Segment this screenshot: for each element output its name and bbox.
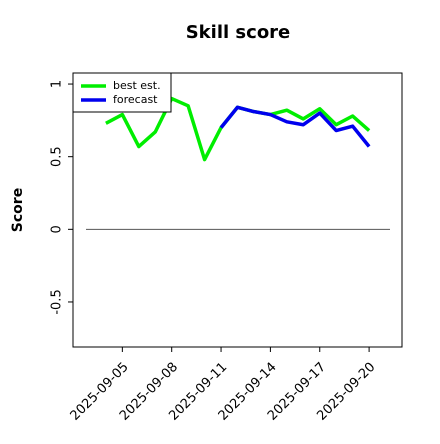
y-tick-label: 0.5 [50, 146, 65, 167]
y-axis-label: Score [10, 188, 26, 232]
y-tick-label: 1 [50, 80, 65, 88]
legend-label: forecast [113, 93, 158, 106]
y-tick-label: -0.5 [50, 289, 65, 314]
legend-box [72, 72, 172, 113]
legend-label: best est. [113, 79, 161, 92]
plot-frame [72, 72, 403, 348]
legend: best est.forecast [72, 72, 172, 113]
series-line [219, 105, 371, 148]
y-tick-label: 0 [50, 225, 65, 233]
chart-title: Skill score [186, 22, 291, 43]
